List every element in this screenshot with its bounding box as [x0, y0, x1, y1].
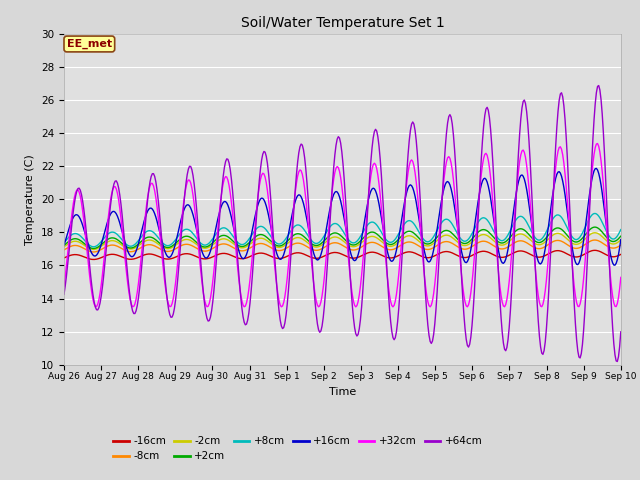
-8cm — [399, 241, 407, 247]
Y-axis label: Temperature (C): Temperature (C) — [26, 154, 35, 245]
+2cm — [89, 246, 97, 252]
-2cm — [399, 235, 407, 241]
+8cm — [296, 223, 304, 228]
+2cm — [399, 231, 407, 237]
+8cm — [234, 240, 242, 246]
Legend: -16cm, -8cm, -2cm, +2cm, +8cm, +16cm, +32cm, +64cm: -16cm, -8cm, -2cm, +2cm, +8cm, +16cm, +3… — [109, 432, 486, 466]
+32cm — [389, 304, 397, 310]
+16cm — [60, 242, 68, 248]
+8cm — [399, 223, 407, 228]
-16cm — [60, 255, 68, 261]
+16cm — [372, 188, 380, 193]
+16cm — [617, 237, 625, 242]
-2cm — [234, 244, 242, 250]
-8cm — [470, 242, 478, 248]
+64cm — [295, 150, 303, 156]
-8cm — [567, 244, 575, 250]
-16cm — [617, 252, 625, 257]
-16cm — [234, 255, 242, 261]
-2cm — [373, 235, 381, 240]
-8cm — [89, 249, 97, 255]
Line: +32cm: +32cm — [64, 144, 621, 307]
-8cm — [296, 240, 304, 246]
+2cm — [373, 231, 381, 237]
-16cm — [89, 257, 97, 263]
-8cm — [591, 237, 599, 243]
+2cm — [591, 224, 599, 230]
Line: -16cm: -16cm — [64, 251, 621, 260]
+32cm — [399, 216, 407, 222]
+8cm — [567, 232, 575, 238]
X-axis label: Time: Time — [329, 387, 356, 397]
+32cm — [372, 162, 380, 168]
+16cm — [469, 233, 477, 239]
+2cm — [296, 231, 304, 237]
+32cm — [60, 283, 68, 289]
+32cm — [594, 141, 602, 146]
+2cm — [567, 237, 575, 242]
-2cm — [470, 237, 478, 243]
+16cm — [399, 213, 406, 218]
+16cm — [566, 227, 573, 233]
+2cm — [617, 233, 625, 239]
+8cm — [373, 222, 381, 228]
+64cm — [399, 250, 406, 256]
-16cm — [470, 252, 478, 257]
Line: +16cm: +16cm — [64, 168, 621, 265]
Line: +8cm: +8cm — [64, 214, 621, 247]
Line: +2cm: +2cm — [64, 227, 621, 249]
-8cm — [234, 247, 242, 253]
+16cm — [234, 241, 241, 247]
+8cm — [617, 227, 625, 232]
-16cm — [567, 253, 575, 259]
-2cm — [591, 230, 599, 236]
-8cm — [373, 240, 381, 246]
-8cm — [60, 247, 68, 253]
+2cm — [470, 233, 478, 239]
+8cm — [89, 244, 97, 250]
+32cm — [234, 260, 241, 266]
-16cm — [373, 250, 381, 256]
+64cm — [60, 291, 68, 297]
+32cm — [567, 244, 575, 250]
+32cm — [617, 275, 625, 280]
+8cm — [470, 226, 478, 232]
+16cm — [611, 262, 619, 268]
+32cm — [470, 254, 478, 260]
+2cm — [60, 242, 68, 248]
+8cm — [591, 211, 599, 216]
+2cm — [234, 242, 242, 248]
+8cm — [60, 240, 68, 245]
-16cm — [296, 250, 304, 256]
Text: EE_met: EE_met — [67, 39, 112, 49]
-16cm — [399, 250, 407, 256]
Line: +64cm: +64cm — [64, 85, 621, 361]
+16cm — [593, 166, 600, 171]
Title: Soil/Water Temperature Set 1: Soil/Water Temperature Set 1 — [241, 16, 444, 30]
Line: -2cm: -2cm — [64, 233, 621, 250]
+64cm — [595, 83, 602, 88]
+64cm — [469, 307, 477, 313]
+64cm — [617, 329, 625, 335]
-2cm — [89, 247, 97, 252]
+32cm — [295, 169, 303, 175]
Line: -8cm: -8cm — [64, 240, 621, 252]
-2cm — [567, 240, 575, 245]
-2cm — [296, 235, 304, 241]
+64cm — [372, 126, 380, 132]
+16cm — [295, 192, 303, 198]
+64cm — [234, 250, 241, 255]
+64cm — [614, 359, 621, 364]
-2cm — [617, 237, 625, 243]
-8cm — [617, 242, 625, 248]
+64cm — [566, 204, 573, 209]
-16cm — [591, 248, 599, 253]
-2cm — [60, 244, 68, 250]
